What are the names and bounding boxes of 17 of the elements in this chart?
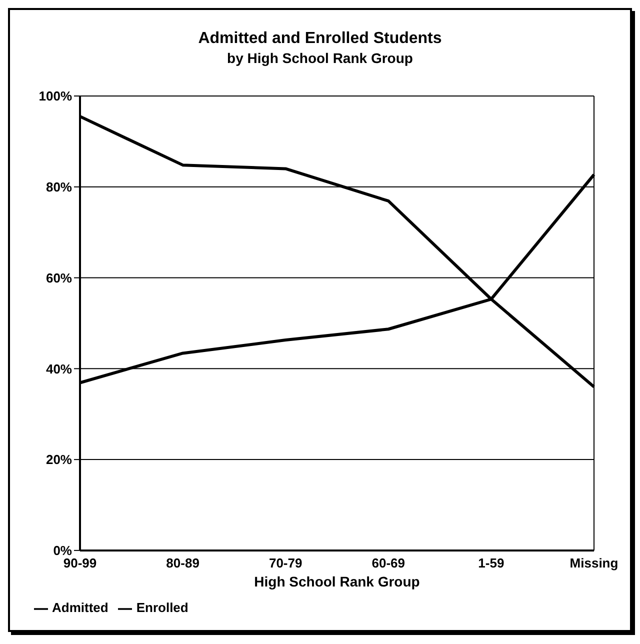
chart-title: Admitted and Enrolled Students xyxy=(197,30,443,48)
y-tick-label: 100% xyxy=(38,88,72,104)
y-tick-label: 20% xyxy=(46,452,72,468)
legend-label: Enrolled xyxy=(136,600,188,616)
y-tick-label: 60% xyxy=(46,270,72,286)
x-tick-label: 80-89 xyxy=(166,556,200,571)
chart-subtitle: by High School Rank Group xyxy=(226,50,414,66)
x-tick-label: 90-99 xyxy=(63,556,97,571)
x-tick-label: 60-69 xyxy=(372,556,406,571)
legend-label: Admitted xyxy=(52,600,108,616)
y-tick-label: 40% xyxy=(46,361,72,376)
y-tick-label: 0% xyxy=(53,543,72,558)
x-tick-label: Missing xyxy=(570,556,618,571)
y-tick-label: 80% xyxy=(46,180,72,195)
x-axis-title: High School Rank Group xyxy=(254,573,420,590)
x-tick-label: 1-59 xyxy=(478,556,504,571)
x-tick-label: 70-79 xyxy=(268,556,302,571)
